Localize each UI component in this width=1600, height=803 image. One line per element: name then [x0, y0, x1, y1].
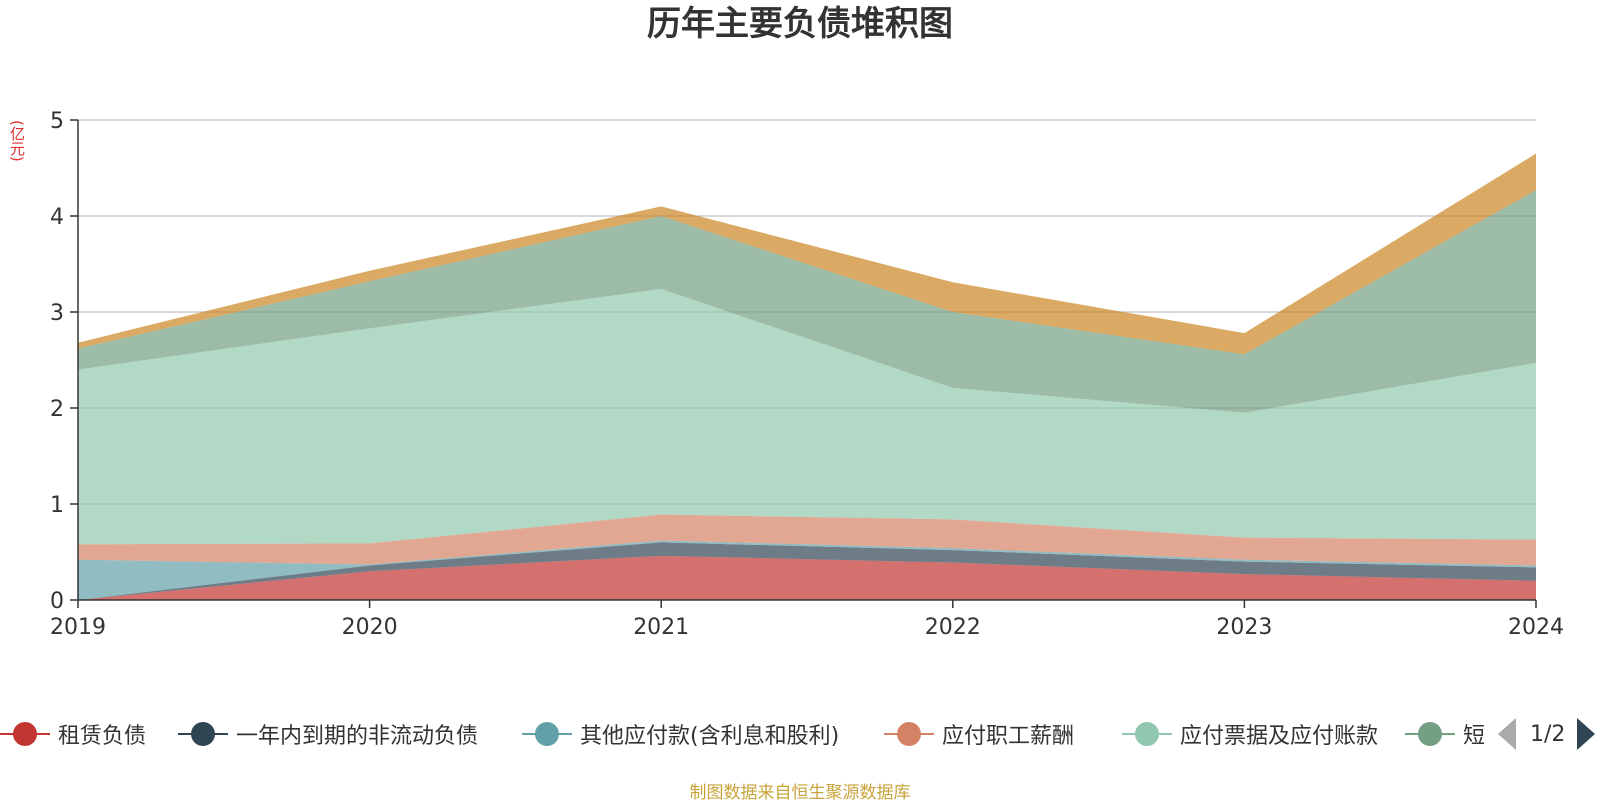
- legend-item[interactable]: 应付票据及应付账款: [1122, 708, 1378, 760]
- legend-label: 应付职工薪酬: [942, 724, 1075, 749]
- y-tick-label: 2: [50, 397, 64, 422]
- chart-title: 历年主要负债堆积图: [647, 4, 953, 44]
- area-series-6: [78, 153, 1536, 355]
- legend-item[interactable]: 应付职工薪酬: [884, 708, 1074, 760]
- x-tick-label: 2023: [1216, 615, 1272, 640]
- legend-label: 租赁负债: [58, 724, 147, 749]
- legend-label: 短: [1463, 724, 1486, 749]
- legend-item[interactable]: 一年内到期的非流动负债: [178, 708, 478, 760]
- legend-marker-icon: [178, 721, 228, 747]
- legend-marker-icon: [1122, 721, 1172, 747]
- legend-item[interactable]: 短: [1405, 708, 1485, 760]
- x-tick-label: 2021: [633, 615, 689, 640]
- stacked-area-chart: 0 1 2 3 4 5 2019 2020 2021 2022 2023 2024: [50, 109, 1564, 640]
- legend-marker-icon: [1405, 721, 1455, 747]
- area-series-1: [78, 542, 1536, 600]
- y-axis-unit-label: (亿元): [8, 120, 26, 162]
- legend-next-page-icon[interactable]: [1577, 718, 1596, 750]
- y-tick-label: 4: [50, 205, 64, 230]
- legend-prev-page-icon[interactable]: [1498, 718, 1516, 750]
- area-series-3: [78, 514, 1536, 566]
- x-tick-label: 2019: [50, 615, 106, 640]
- legend-label: 其他应付款(含利息和股利): [580, 724, 840, 749]
- legend-marker-icon: [522, 721, 572, 747]
- y-tick-label: 3: [50, 301, 64, 326]
- y-tick-label: 0: [50, 589, 64, 614]
- area-series-5: [78, 190, 1536, 413]
- legend-item[interactable]: 租赁负债: [0, 708, 146, 760]
- legend-page-indicator: 1/2: [1530, 721, 1566, 747]
- y-tick-label: 5: [50, 109, 64, 134]
- legend-label: 一年内到期的非流动负债: [236, 724, 479, 749]
- legend-item[interactable]: 其他应付款(含利息和股利): [522, 708, 839, 760]
- chart-legend: 租赁负债 一年内到期的非流动负债 其他应付款(含利息和股利) 应付职工薪酬 应付票据及应…: [0, 708, 1500, 760]
- area-series-0: [78, 555, 1536, 600]
- legend-label: 应付票据及应付账款: [1180, 724, 1379, 749]
- x-tick-label: 2020: [342, 615, 398, 640]
- x-tick-label: 2022: [925, 615, 981, 640]
- legend-marker-icon: [0, 721, 50, 747]
- legend-marker-icon: [884, 721, 934, 747]
- x-tick-label: 2024: [1508, 615, 1564, 640]
- y-tick-label: 1: [50, 493, 64, 518]
- legend-pager: 1/2: [1498, 712, 1596, 756]
- area-series-4: [78, 288, 1536, 545]
- source-note: 制图数据来自恒生聚源数据库: [689, 783, 911, 803]
